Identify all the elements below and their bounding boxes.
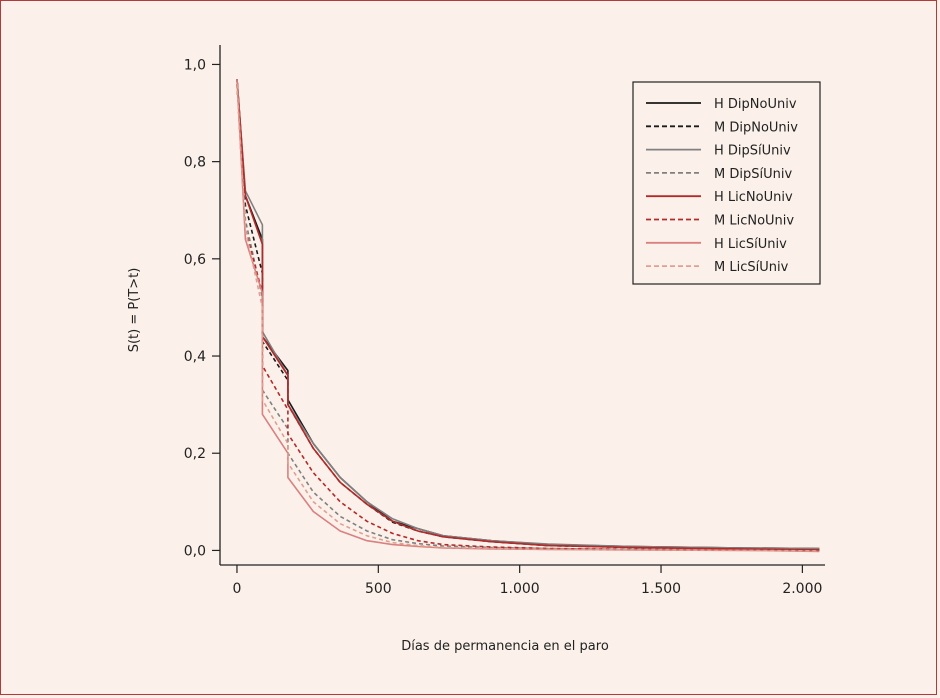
- x-tick-label: 0: [233, 581, 242, 597]
- x-tick-label: 500: [365, 581, 392, 597]
- x-tick-label: 2.000: [782, 581, 822, 597]
- x-ticks: 0 500 1.000 1.500 2.000: [233, 565, 822, 597]
- y-tick-label: 0,6: [184, 252, 206, 268]
- x-axis-title: Días de permanencia en el paro: [401, 639, 609, 654]
- y-tick-label: 1,0: [184, 57, 206, 73]
- legend-label: M LicNoUniv: [714, 214, 794, 229]
- legend-label: M DipNoUniv: [714, 120, 798, 135]
- axes: 0,0 0,2 0,4 0,6 0,8 1,0 0 500 1.000 1.500 2.000: [184, 45, 825, 597]
- legend-label: H DipSíUniv: [714, 144, 791, 159]
- x-tick-label: 1.500: [641, 581, 681, 597]
- legend-label: M LicSíUniv: [714, 260, 789, 275]
- legend-label: H DipNoUniv: [714, 97, 797, 112]
- legend-label: H LicNoUniv: [714, 190, 793, 205]
- y-tick-label: 0,0: [184, 543, 206, 559]
- legend-label: H LicSíUniv: [714, 237, 787, 252]
- y-ticks: 0,0 0,2 0,4 0,6 0,8 1,0: [184, 57, 220, 559]
- y-tick-label: 0,4: [184, 349, 206, 365]
- legend-label: M DipSíUniv: [714, 167, 792, 182]
- series-lines: [236, 78, 820, 553]
- x-tick-label: 1.000: [500, 581, 540, 597]
- legend-box: [632, 81, 821, 285]
- legend: H DipNoUniv M DipNoUniv H DipSíUniv M DipSí…: [632, 81, 821, 285]
- y-tick-label: 0,8: [184, 155, 206, 171]
- series-line-m-licsíuniv: [236, 83, 820, 552]
- y-tick-label: 0,2: [184, 446, 206, 462]
- y-axis-title: S(t) = P(T>t): [127, 268, 142, 353]
- legend-items: H DipNoUniv M DipNoUniv H DipSíUniv M DipSí…: [646, 97, 798, 275]
